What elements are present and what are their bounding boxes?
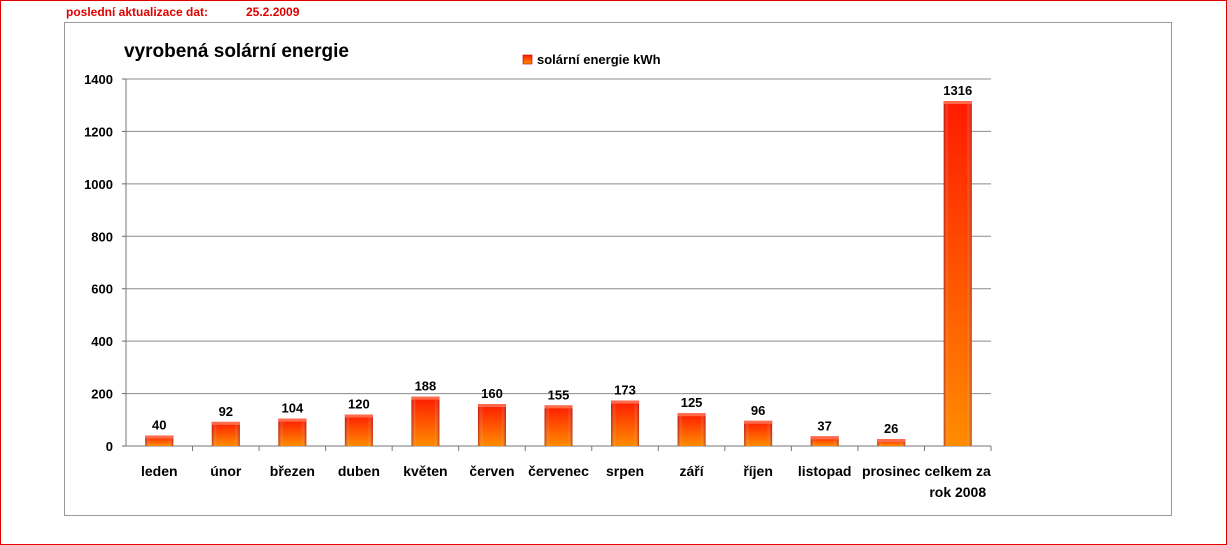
bar-shading	[544, 405, 573, 446]
category-label: duben	[338, 463, 380, 479]
bar-shading	[477, 404, 506, 446]
bar-shading	[145, 435, 174, 446]
bar-chart: vyrobená solární energie solární energie …	[84, 41, 992, 500]
bar-shading	[677, 413, 706, 446]
y-tick-label: 1200	[84, 124, 113, 139]
data-label: 40	[152, 418, 166, 433]
bar-top-bevel	[344, 414, 373, 418]
y-tick-label: 1400	[84, 72, 113, 87]
y-tick-label: 800	[91, 229, 113, 244]
y-tick-label: 1000	[84, 177, 113, 192]
category-label: prosinec	[862, 463, 921, 479]
category-label: květen	[403, 463, 447, 479]
category-label: celkem za	[925, 463, 991, 479]
legend-swatch	[522, 54, 533, 65]
data-label: 37	[817, 418, 831, 433]
bar-shading	[411, 396, 440, 446]
category-label: březen	[270, 463, 315, 479]
bar-top-bevel	[677, 413, 706, 417]
bar-shading	[211, 421, 240, 446]
bar-top-bevel	[477, 404, 506, 408]
data-label: 104	[281, 401, 303, 416]
data-label: 96	[751, 403, 765, 418]
bar-top-bevel	[810, 436, 839, 440]
data-label: 120	[348, 397, 370, 412]
bar-shading	[943, 101, 972, 447]
y-tick-label: 400	[91, 334, 113, 349]
bar-shading	[611, 400, 640, 446]
bar-shading	[877, 439, 906, 446]
category-label: listopad	[798, 463, 852, 479]
bar-top-bevel	[544, 405, 573, 409]
data-label: 1316	[943, 83, 972, 98]
bar-shading	[344, 414, 373, 446]
y-tick-label: 200	[91, 387, 113, 402]
data-label: 155	[548, 387, 570, 402]
category-label: únor	[210, 463, 242, 479]
category-label: červen	[469, 463, 514, 479]
category-label: září	[680, 463, 705, 479]
bar-shading	[810, 436, 839, 446]
bar-top-bevel	[211, 421, 240, 425]
category-label: červenec	[528, 463, 589, 479]
y-tick-label: 0	[106, 439, 113, 454]
data-label: 188	[415, 379, 437, 394]
data-label: 92	[219, 404, 233, 419]
bar-top-bevel	[611, 400, 640, 404]
bar-top-bevel	[744, 420, 773, 424]
data-label: 125	[681, 395, 703, 410]
data-label: 26	[884, 421, 898, 436]
bar-top-bevel	[145, 435, 174, 439]
chart-area: vyrobená solární energie solární energie …	[64, 22, 1172, 516]
bar-top-bevel	[877, 439, 906, 443]
category-label: říjen	[743, 463, 773, 479]
bar-top-bevel	[411, 396, 440, 400]
bar-shading	[744, 420, 773, 446]
category-label: srpen	[606, 463, 644, 479]
legend-entry: solární energie kWh	[537, 52, 661, 67]
bar-top-bevel	[943, 101, 972, 105]
data-label: 173	[614, 383, 636, 398]
y-tick-label: 600	[91, 282, 113, 297]
update-label: poslední aktualizace dat:	[66, 5, 209, 19]
category-label: leden	[141, 463, 178, 479]
update-date: 25.2.2009	[246, 5, 300, 19]
bar-top-bevel	[278, 418, 307, 422]
category-label: rok 2008	[929, 484, 986, 500]
data-label: 160	[481, 386, 503, 401]
bar-shading	[278, 418, 307, 446]
chart-title: vyrobená solární energie	[124, 41, 349, 62]
